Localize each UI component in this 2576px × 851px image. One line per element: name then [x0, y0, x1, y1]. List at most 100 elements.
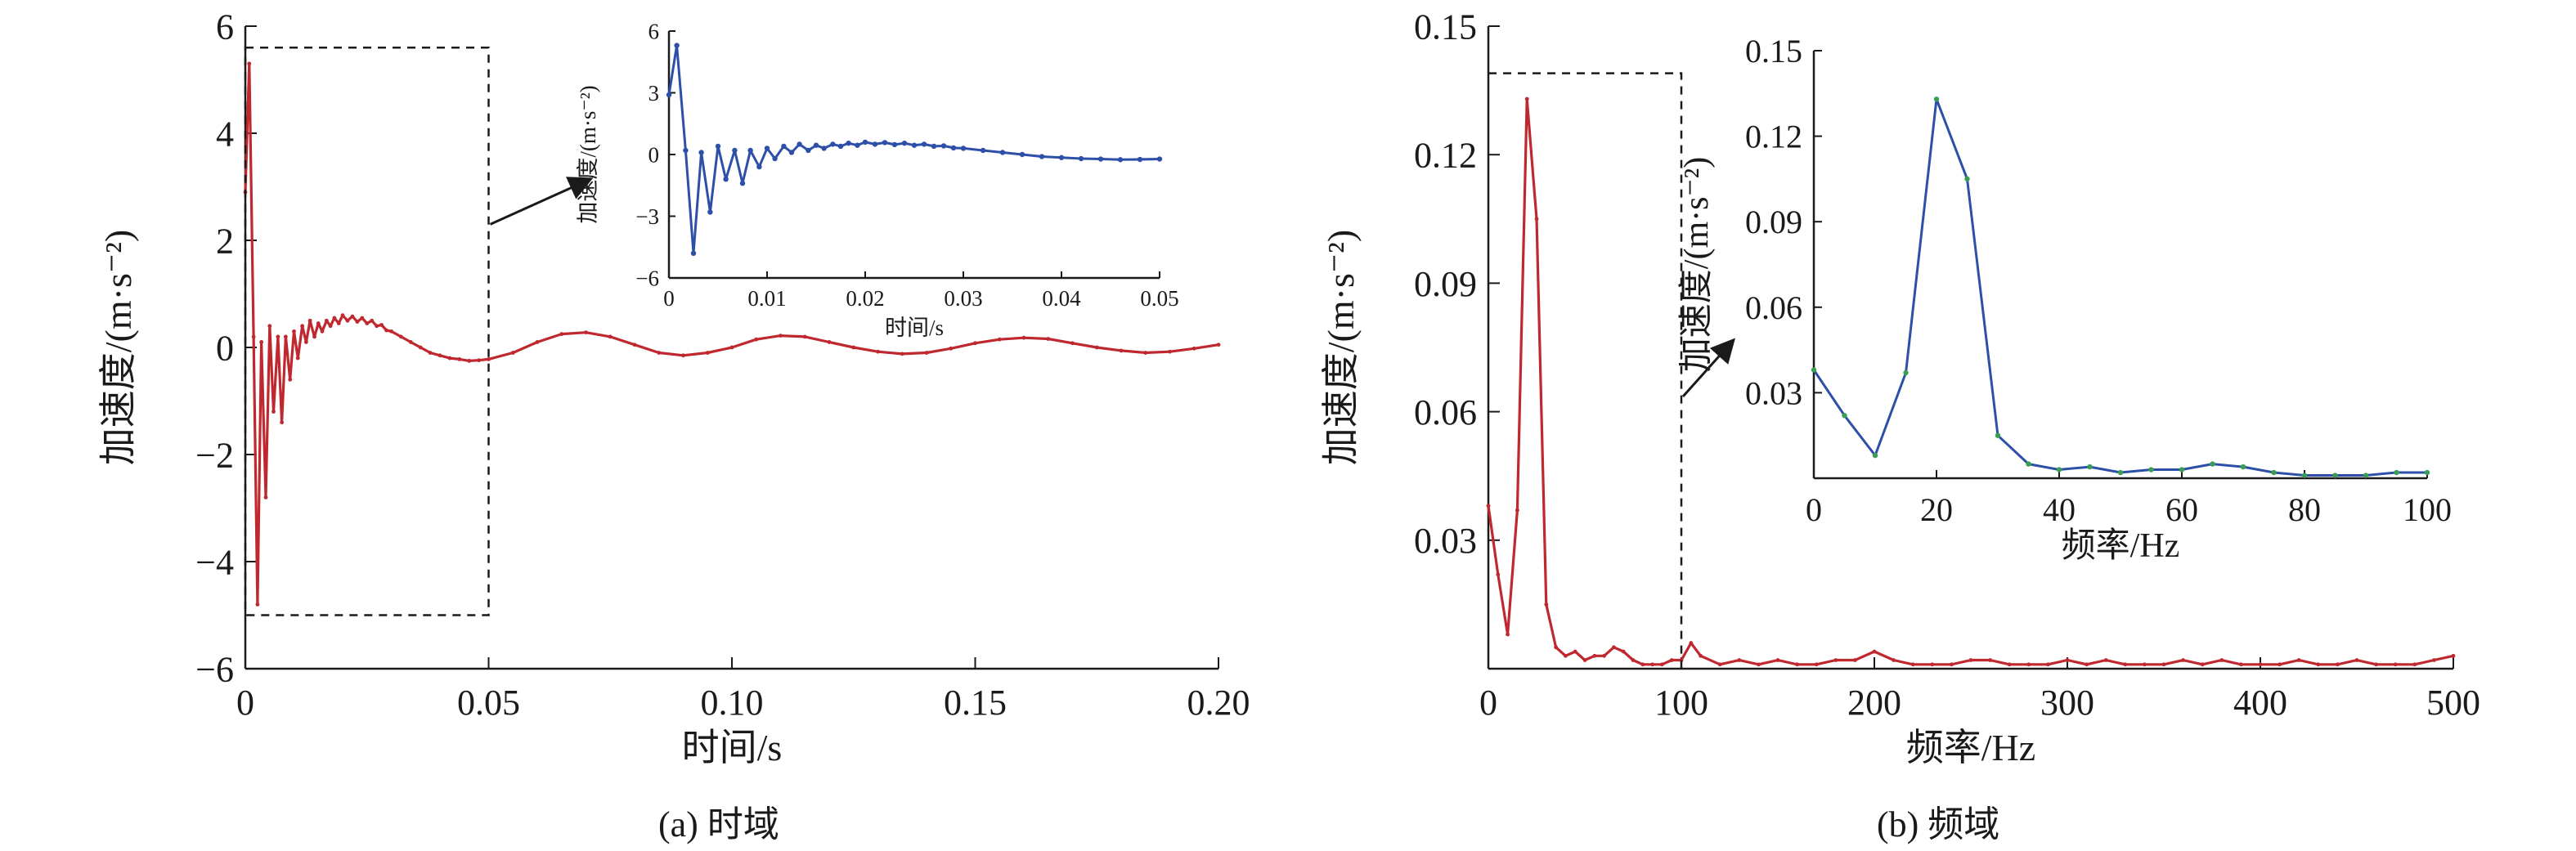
data-point: [2424, 469, 2430, 476]
data-point: [891, 141, 898, 148]
y-tick-label: 0.03: [1745, 374, 1802, 411]
chart-freq_inset: 0 20 40 60 80 100 0.03 0.06 0.09 0.12 0.15 频率/Hz 加速度…: [1678, 33, 2452, 565]
zoom-box-freq: [1488, 72, 1683, 669]
data-point: [276, 334, 280, 339]
data-point: [1968, 658, 1973, 662]
data-point: [1872, 452, 1878, 459]
data-point: [2219, 658, 2224, 662]
data-point: [292, 329, 296, 334]
data-point: [683, 147, 689, 154]
y-tick-label: 0.06: [1745, 289, 1802, 326]
data-point: [263, 495, 268, 499]
data-point: [931, 143, 937, 150]
data-point: [2065, 658, 2070, 662]
data-point: [584, 330, 588, 335]
data-point: [1811, 367, 1817, 373]
data-point: [1564, 653, 1568, 658]
y-tick-label: 6: [648, 19, 660, 43]
data-point: [924, 351, 929, 355]
data-point: [690, 250, 697, 256]
data-point: [288, 377, 293, 382]
data-point: [303, 340, 308, 344]
data-point: [851, 345, 856, 350]
data-point: [1757, 662, 1761, 667]
data-point: [1156, 156, 1163, 162]
data-point: [862, 139, 868, 146]
zoom-arrow-freq: [1681, 338, 1736, 398]
data-point: [320, 329, 325, 334]
data-point: [754, 337, 759, 342]
data-point: [280, 420, 285, 425]
data-point: [1137, 156, 1143, 163]
data-point: [802, 334, 807, 339]
data-point: [487, 357, 491, 361]
data-point: [1078, 155, 1084, 162]
data-point: [2179, 467, 2185, 473]
zoom-arrow-time: [489, 177, 594, 226]
data-point: [1669, 658, 1674, 662]
data-point: [1660, 662, 1664, 667]
x-tick-label: 100: [1654, 683, 1708, 723]
x-axis-label: 时间/s: [682, 727, 783, 768]
x-axis-label: 频率/Hz: [1906, 727, 2035, 768]
data-point: [2336, 662, 2340, 667]
data-point: [1995, 432, 2001, 438]
y-axis-label: 加速度/(m·s⁻²): [97, 230, 139, 466]
data-point: [345, 318, 350, 323]
y-tick-label: 0.03: [1414, 521, 1477, 561]
data-point: [1842, 413, 1847, 419]
data-point: [389, 329, 393, 334]
data-point: [973, 341, 977, 346]
x-tick-label: 0.05: [1140, 286, 1178, 311]
data-point: [1573, 649, 1577, 654]
data-point: [1930, 662, 1935, 667]
x-tick-label: 0.04: [1042, 286, 1081, 311]
data-point: [2046, 662, 2050, 667]
data-point: [732, 147, 738, 154]
y-tick-label: 4: [216, 114, 234, 154]
data-point: [2301, 473, 2308, 478]
data-point: [1216, 343, 1221, 347]
data-point: [300, 324, 305, 329]
data-point: [1582, 658, 1587, 662]
data-point: [1612, 645, 1616, 650]
data-point: [940, 143, 947, 149]
data-point: [1039, 154, 1045, 159]
x-tick-label: 80: [2288, 491, 2321, 528]
data-point: [1094, 345, 1099, 350]
data-point: [1544, 602, 1549, 607]
data-point: [1833, 658, 1838, 662]
data-point: [882, 140, 888, 146]
x-tick-label: 500: [2426, 683, 2480, 723]
data-point: [2432, 658, 2436, 662]
data-point: [980, 147, 986, 154]
data-point: [2123, 662, 2128, 667]
data-point: [370, 318, 375, 323]
data-point: [1168, 349, 1172, 354]
data-point: [2332, 473, 2338, 478]
x-tick-label: 0.10: [701, 683, 764, 723]
data-point: [438, 353, 442, 358]
data-point: [510, 351, 515, 355]
data-point: [2148, 467, 2154, 473]
data-point: [1021, 335, 1026, 340]
data-point: [1699, 653, 1703, 658]
data-point: [251, 334, 256, 339]
y-tick-label: 0: [216, 328, 234, 368]
data-point: [1933, 96, 1940, 102]
data-point: [950, 145, 957, 151]
y-tick-label: −3: [635, 204, 659, 229]
x-tick-label: 0.02: [846, 286, 884, 311]
data-point: [467, 358, 472, 363]
data-point: [535, 340, 540, 344]
data-point: [2412, 662, 2417, 667]
data-point: [2103, 658, 2108, 662]
caption-freq: (b) 频域: [1877, 804, 2000, 844]
data-point: [747, 147, 753, 154]
zoom-box-time: [244, 46, 490, 616]
y-tick-label: 6: [216, 7, 234, 47]
data-point: [2271, 469, 2277, 476]
data-point: [846, 140, 851, 146]
data-point: [797, 141, 802, 147]
data-point: [1046, 337, 1051, 341]
